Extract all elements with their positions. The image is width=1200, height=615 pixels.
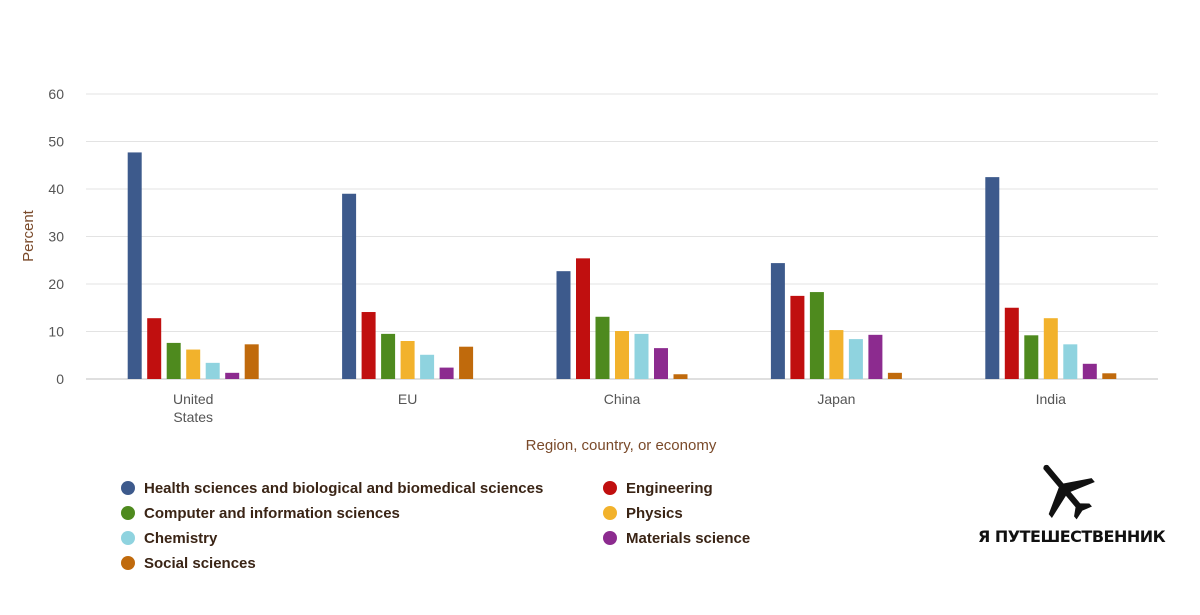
x-axis-title: Region, country, or economy bbox=[526, 437, 717, 454]
bar bbox=[595, 316, 610, 379]
legend-swatch bbox=[121, 506, 135, 520]
x-tick-label: India bbox=[1036, 391, 1067, 407]
x-tick-label: United bbox=[173, 391, 213, 407]
bars bbox=[127, 152, 1117, 379]
y-tick-label: 40 bbox=[48, 181, 64, 197]
bar bbox=[1102, 373, 1117, 379]
y-axis-title: Percent bbox=[20, 209, 37, 262]
y-tick-label: 20 bbox=[48, 276, 64, 292]
x-tick-label: States bbox=[173, 409, 213, 425]
bar bbox=[342, 193, 357, 379]
bar bbox=[439, 367, 454, 379]
bar bbox=[829, 330, 844, 379]
bar bbox=[400, 341, 415, 379]
bar bbox=[225, 372, 240, 379]
bar bbox=[556, 271, 571, 379]
bar bbox=[673, 374, 688, 379]
bar bbox=[770, 263, 785, 379]
bar bbox=[790, 295, 805, 379]
bar bbox=[147, 318, 162, 379]
bar bbox=[381, 333, 396, 379]
bar bbox=[361, 312, 376, 379]
bar bbox=[244, 344, 259, 379]
y-axis-ticks: 0 10 20 30 40 50 60 bbox=[48, 86, 64, 387]
y-tick-label: 10 bbox=[48, 324, 64, 340]
legend-label: Physics bbox=[626, 505, 683, 522]
y-tick-label: 60 bbox=[48, 86, 64, 102]
legend-label: Engineering bbox=[626, 480, 713, 497]
x-axis-ticks: United States EU China Japan India bbox=[173, 391, 1066, 425]
bar bbox=[887, 372, 902, 379]
legend-label: Computer and information sciences bbox=[144, 505, 400, 522]
legend-swatch bbox=[121, 556, 135, 570]
airplane-icon bbox=[1043, 464, 1095, 520]
bar bbox=[127, 152, 142, 379]
bar bbox=[205, 362, 220, 379]
legend-label: Social sciences bbox=[144, 555, 256, 572]
y-tick-label: 0 bbox=[56, 371, 64, 387]
bar bbox=[1024, 335, 1039, 379]
bar bbox=[868, 334, 883, 379]
logo-text: Я ПУТЕШЕСТВЕННИК bbox=[978, 527, 1166, 546]
bar bbox=[615, 331, 629, 379]
bar bbox=[985, 177, 1000, 379]
bar bbox=[166, 342, 181, 379]
bar bbox=[1004, 307, 1019, 379]
y-tick-label: 50 bbox=[48, 134, 64, 150]
legend-swatch bbox=[603, 531, 617, 545]
logo: Я ПУТЕШЕСТВЕННИК bbox=[978, 455, 1166, 555]
bar bbox=[1063, 344, 1078, 379]
grid-lines bbox=[86, 93, 1158, 380]
bar bbox=[1043, 318, 1058, 379]
bar bbox=[186, 349, 201, 379]
legend-swatch bbox=[121, 481, 135, 495]
bar bbox=[654, 348, 668, 379]
legend-label: Materials science bbox=[626, 530, 750, 547]
x-tick-label: Japan bbox=[817, 391, 855, 407]
bar bbox=[459, 346, 474, 379]
legend-swatch bbox=[121, 531, 135, 545]
bar bbox=[809, 292, 824, 379]
bar bbox=[576, 258, 590, 379]
y-tick-label: 30 bbox=[48, 229, 64, 245]
bar bbox=[634, 333, 649, 379]
bar bbox=[848, 339, 863, 379]
bar bbox=[420, 354, 435, 379]
legend-label: Health sciences and biological and biome… bbox=[144, 480, 543, 497]
x-tick-label: EU bbox=[398, 391, 417, 407]
bar bbox=[1082, 363, 1097, 379]
x-tick-label: China bbox=[604, 391, 641, 407]
legend-swatch bbox=[603, 481, 617, 495]
legend: Health sciences and biological and biome… bbox=[121, 480, 750, 572]
legend-swatch bbox=[603, 506, 617, 520]
legend-label: Chemistry bbox=[144, 530, 218, 547]
